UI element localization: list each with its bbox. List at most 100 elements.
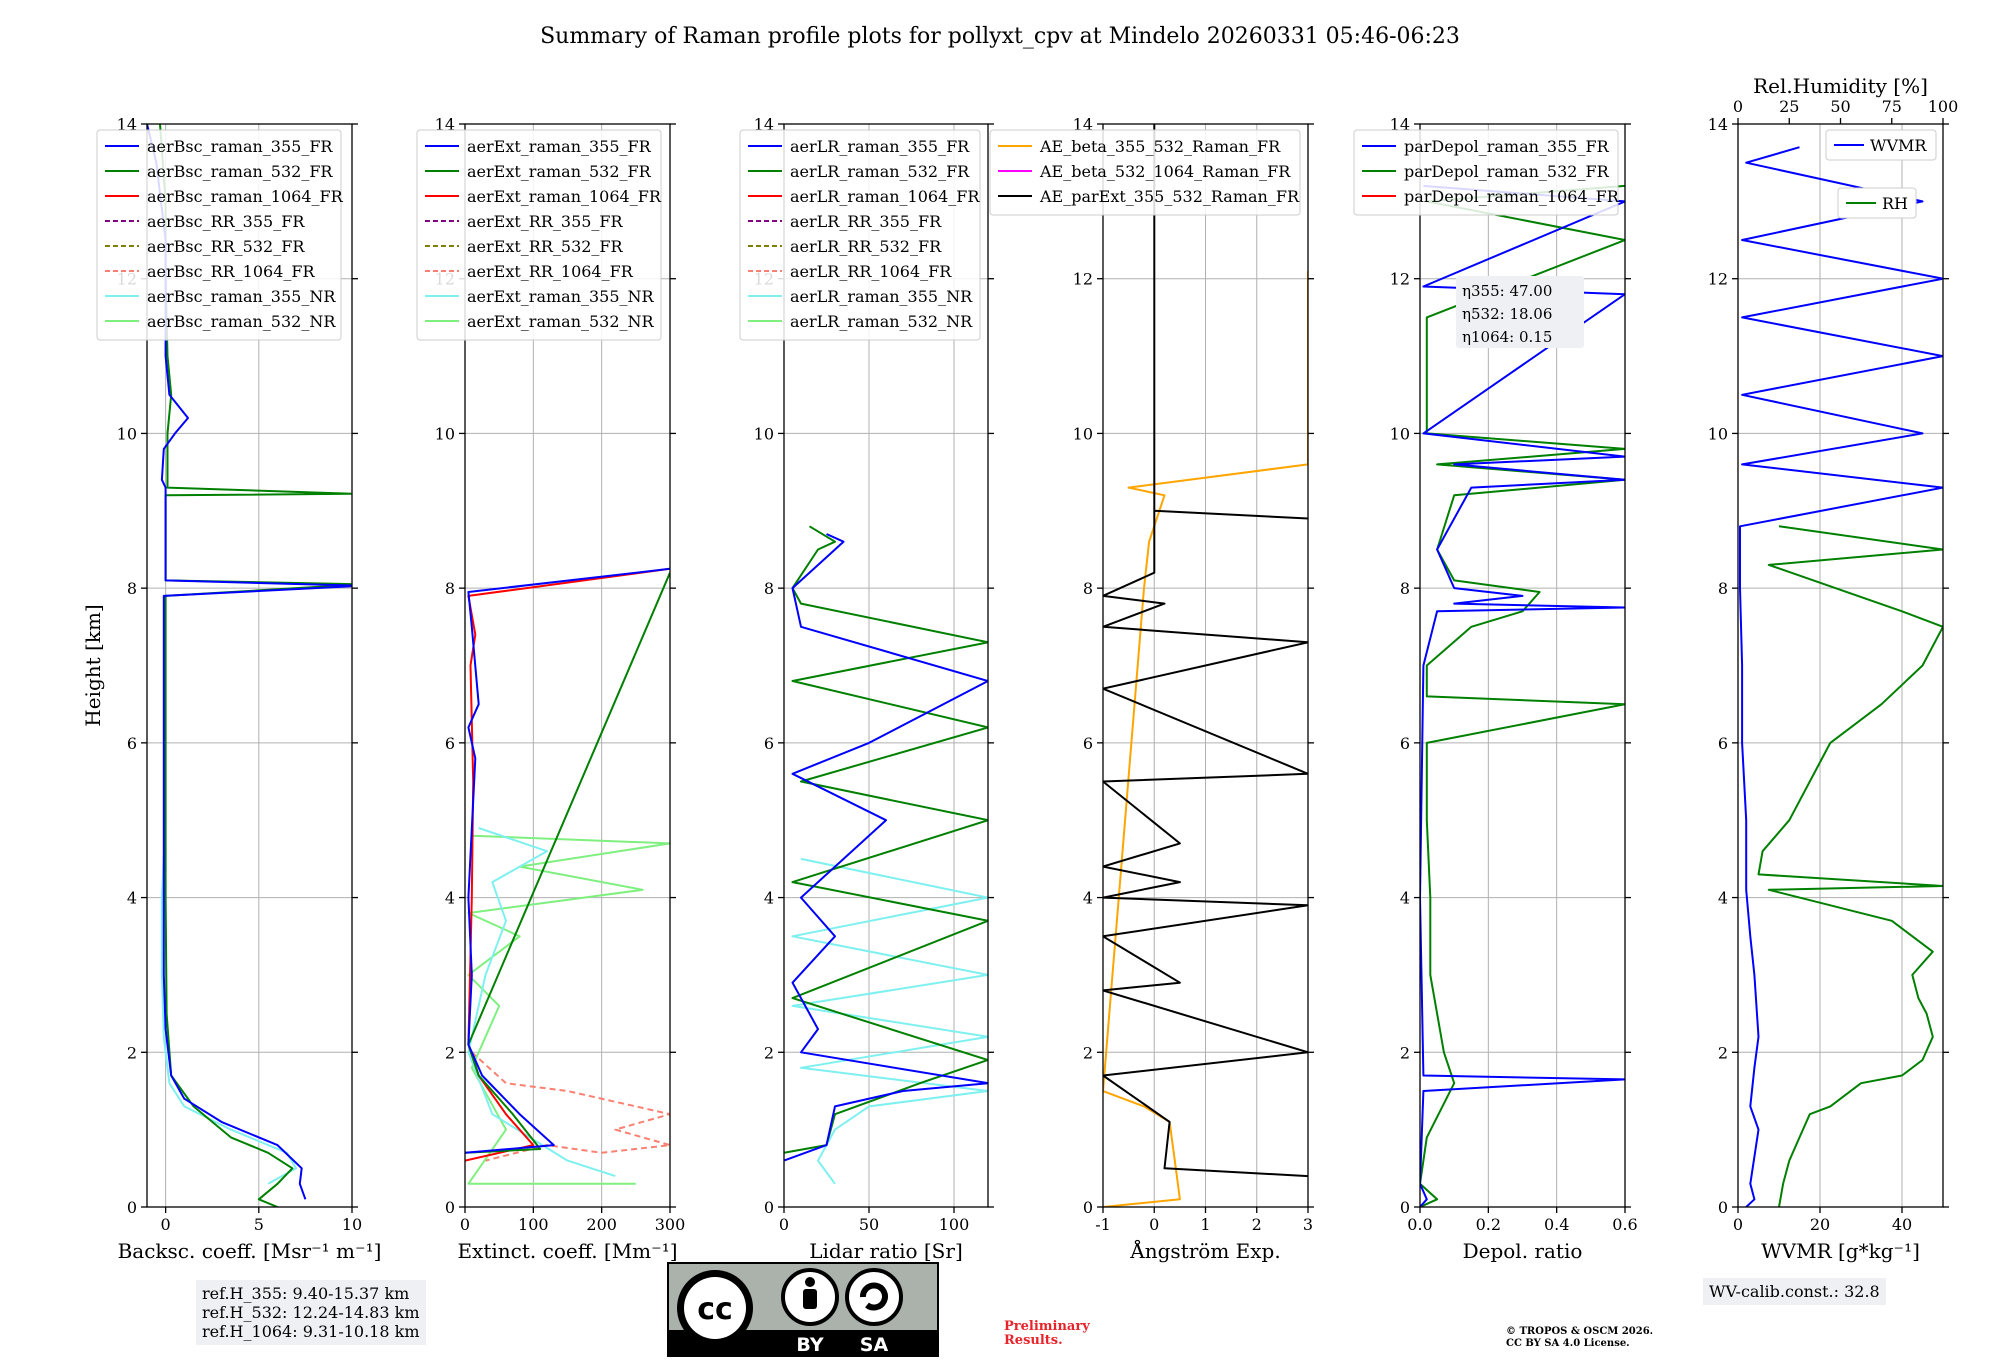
y-tick-label: 4 <box>1083 889 1093 908</box>
wv-calib-const: WV-calib.const.: 32.8 <box>1709 1282 1880 1301</box>
legend-label: aerExt_RR_1064_FR <box>467 262 634 281</box>
legend-label: aerBsc_RR_1064_FR <box>147 262 316 281</box>
x-tick-label: 200 <box>586 1215 617 1234</box>
x-tick-label: 10 <box>342 1215 362 1234</box>
y-tick-label: 2 <box>1718 1043 1728 1062</box>
x-tick-label: 0.2 <box>1476 1215 1501 1234</box>
top-x-tick-label: 75 <box>1882 97 1902 116</box>
sa-label: SA <box>860 1334 889 1356</box>
series-aerLR_raman_355_FR <box>784 533 988 1162</box>
x-tick-label: 300 <box>655 1215 686 1234</box>
series-aerExt_raman_355_FR <box>465 567 670 1154</box>
axes-frame <box>146 123 353 1208</box>
legend: aerLR_raman_355_FR aerLR_raman_532_FR aerL… <box>739 129 981 341</box>
legend-label: aerExt_raman_1064_FR <box>467 187 662 206</box>
series-aerBsc_raman_355_FR <box>147 124 352 1200</box>
legend-label: parDepol_raman_532_FR <box>1404 162 1610 181</box>
x-tick-label: -1 <box>1095 1215 1111 1234</box>
legend-frame <box>739 129 981 341</box>
axes-frame <box>1419 123 1626 1208</box>
top-x-tick-label: 50 <box>1830 97 1850 116</box>
legend-label: aerBsc_raman_532_FR <box>147 162 333 181</box>
x-axis-label: Backsc. coeff. [Msr⁻¹ m⁻¹] <box>118 1239 382 1263</box>
x-tick-label: 100 <box>518 1215 549 1234</box>
y-tick-label: 10 <box>1390 424 1410 443</box>
ref-h-355: ref.H_355: 9.40-15.37 km <box>202 1284 410 1303</box>
y-tick-label: 6 <box>1718 734 1728 753</box>
series-AE_parExt_355_532_Raman_FR <box>1103 124 1308 1178</box>
panel-lr: 05010002468101214Lidar ratio [Sr]aerLR_r… <box>739 115 994 1263</box>
axes-frame <box>783 123 989 1208</box>
legend-wvmr: WVMR <box>1825 129 1937 161</box>
legend-label: aerLR_raman_1064_FR <box>790 187 980 206</box>
y-tick-label: 2 <box>1400 1043 1410 1062</box>
legend-label: aerExt_raman_355_NR <box>467 287 655 306</box>
ref-h-532: ref.H_532: 12.24-14.83 km <box>202 1303 420 1322</box>
y-tick-label: 4 <box>1718 889 1728 908</box>
x-tick-label: 5 <box>254 1215 264 1234</box>
legend-label: aerLR_raman_532_NR <box>790 312 973 331</box>
x-axis-label: Extinct. coeff. [Mm⁻¹] <box>457 1239 677 1263</box>
y-tick-label: 2 <box>764 1043 774 1062</box>
panel-bsc: 051002468101214Backsc. coeff. [Msr⁻¹ m⁻¹… <box>81 115 381 1263</box>
by-label: BY <box>796 1334 823 1356</box>
cc-by-sa-logo: cc BY SA <box>667 1262 939 1357</box>
x-axis-label: Lidar ratio [Sr] <box>809 1239 963 1263</box>
x-tick-label: 0 <box>779 1215 789 1234</box>
y-tick-label: 14 <box>117 115 137 134</box>
copyright-line1: © TROPOS & OSCM 2026. <box>1506 1326 1654 1337</box>
legend-label: aerLR_raman_532_FR <box>790 162 970 181</box>
eta-annotation: η355: 47.00 η532: 18.06 η1064: 0.15 <box>1456 276 1584 348</box>
series-aerBsc_raman_355_NR <box>160 820 298 1185</box>
legend-frame <box>989 129 1301 216</box>
copyright-note: © TROPOS & OSCM 2026. CC BY SA 4.0 Licen… <box>1506 1326 1653 1350</box>
legend-label: AE_parExt_355_532_Raman_FR <box>1039 187 1300 206</box>
top-x-axis-label: Rel.Humidity [%] <box>1753 74 1928 98</box>
y-tick-label: 12 <box>1390 270 1410 289</box>
legend: aerBsc_raman_355_FR aerBsc_raman_532_FRae… <box>96 129 344 341</box>
wv-calib-box: WV-calib.const.: 32.8 <box>1703 1278 1886 1305</box>
series-WVMR <box>1739 146 1943 1207</box>
series-aerExt_raman_532_FR <box>465 572 670 1154</box>
x-tick-label: 0 <box>1733 1215 1743 1234</box>
series-RH <box>1757 525 1943 1207</box>
legend-label: parDepol_raman_355_FR <box>1404 137 1610 156</box>
legend-label: aerBsc_RR_355_FR <box>147 212 305 231</box>
annotation-box <box>1456 276 1584 348</box>
y-tick-label: 0 <box>445 1198 455 1217</box>
y-tick-label: 0 <box>1400 1198 1410 1217</box>
y-tick-label: 8 <box>1400 579 1410 598</box>
eta-line: η1064: 0.15 <box>1462 328 1552 346</box>
x-tick-label: 0.0 <box>1407 1215 1432 1234</box>
figure-title: Summary of Raman profile plots for polly… <box>540 24 1460 49</box>
y-tick-label: 2 <box>1083 1043 1093 1062</box>
legend-label: RH <box>1882 194 1908 213</box>
y-tick-label: 14 <box>754 115 774 134</box>
legend-label: parDepol_raman_1064_FR <box>1404 187 1620 206</box>
ref-h-1064: ref.H_1064: 9.31-10.18 km <box>202 1322 420 1341</box>
y-tick-label: 8 <box>445 579 455 598</box>
legend-label: aerLR_RR_532_FR <box>790 237 942 256</box>
preliminary-line2: Results. <box>1004 1333 1063 1348</box>
legend-label: aerBsc_raman_532_NR <box>147 312 336 331</box>
x-axis-label: Depol. ratio <box>1463 1239 1583 1263</box>
axes-frame <box>464 123 671 1208</box>
legend-label: aerLR_raman_355_NR <box>790 287 973 306</box>
legend-label: AE_beta_532_1064_Raman_FR <box>1039 162 1291 181</box>
legend-label: aerExt_raman_532_NR <box>467 312 655 331</box>
preliminary-note: Preliminary Results. <box>1004 1320 1090 1348</box>
x-tick-label: 0 <box>460 1215 470 1234</box>
legend-label: aerExt_raman_532_FR <box>467 162 652 181</box>
legend-label: aerLR_RR_1064_FR <box>790 262 952 281</box>
reference-height-box: ref.H_355: 9.40-15.37 km ref.H_532: 12.2… <box>196 1280 426 1345</box>
legend-label: aerBsc_RR_532_FR <box>147 237 305 256</box>
y-tick-label: 6 <box>1400 734 1410 753</box>
series-parDepol_raman_355_FR <box>1420 184 1625 1207</box>
y-tick-label: 0 <box>1083 1198 1093 1217</box>
legend: aerExt_raman_355_FR aerExt_raman_532_FRae… <box>416 129 662 341</box>
series-aerExt_raman_1064_FR <box>465 567 670 1162</box>
legend-label: WVMR <box>1870 136 1927 155</box>
panel-ext: 010020030002468101214Extinct. coeff. [Mm… <box>416 115 686 1263</box>
axes-frame <box>1737 123 1944 1208</box>
